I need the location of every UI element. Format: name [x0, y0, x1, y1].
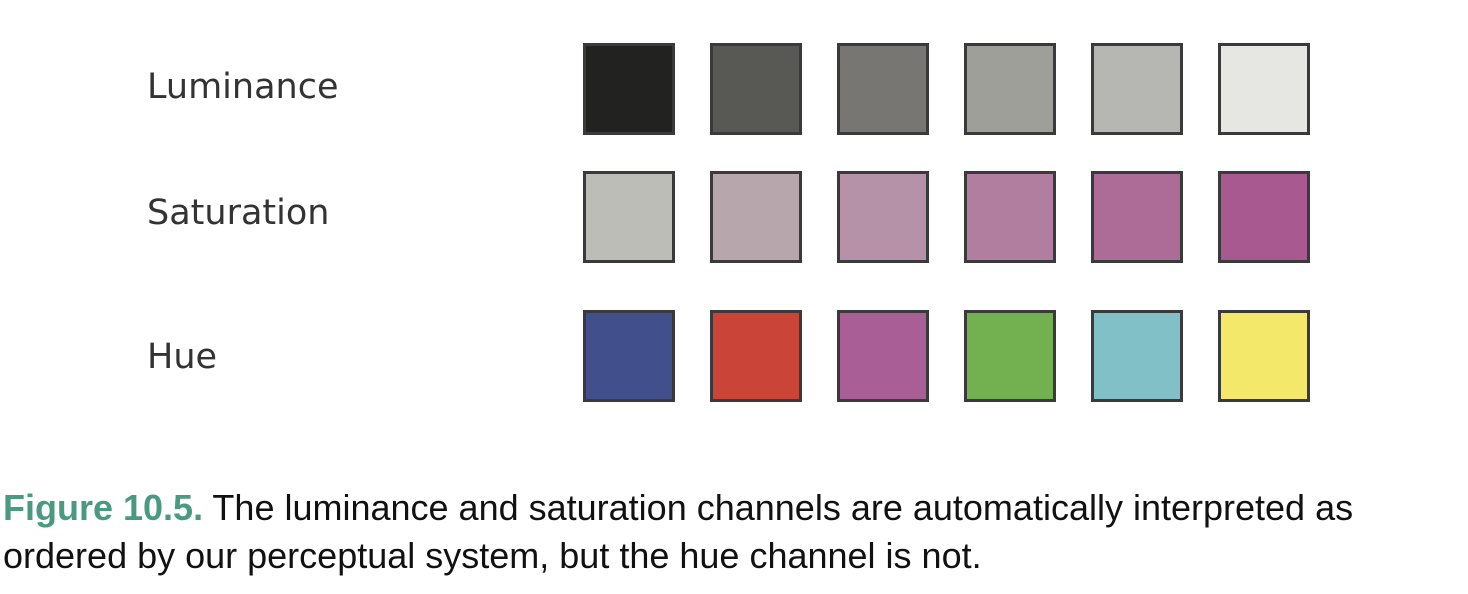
color-swatch	[583, 171, 675, 263]
color-swatch	[964, 43, 1056, 135]
color-swatch	[1091, 310, 1183, 402]
row-label-luminance: Luminance	[147, 67, 339, 107]
color-swatch	[1091, 171, 1183, 263]
color-swatch	[710, 43, 802, 135]
hue-row: Hue	[0, 310, 1468, 402]
channel-ordering-figure: Luminance Saturation Hue	[0, 43, 1468, 402]
color-swatch	[583, 310, 675, 402]
figure-number: Figure 10.5.	[3, 487, 204, 528]
color-swatch	[1218, 43, 1310, 135]
luminance-row: Luminance	[0, 43, 1468, 135]
color-swatch	[1218, 171, 1310, 263]
color-swatch	[1091, 43, 1183, 135]
saturation-row: Saturation	[0, 171, 1468, 263]
figure-caption: Figure 10.5. The luminance and saturatio…	[3, 484, 1463, 580]
row-label-saturation: Saturation	[147, 193, 330, 233]
color-swatch	[583, 43, 675, 135]
color-swatch	[837, 310, 929, 402]
color-swatch	[710, 310, 802, 402]
color-swatch	[710, 171, 802, 263]
color-swatch	[1218, 310, 1310, 402]
color-swatch	[837, 43, 929, 135]
color-swatch	[837, 171, 929, 263]
color-swatch	[964, 171, 1056, 263]
color-swatch	[964, 310, 1056, 402]
row-label-hue: Hue	[147, 337, 218, 377]
caption-text: The luminance and saturation channels ar…	[3, 487, 1354, 576]
